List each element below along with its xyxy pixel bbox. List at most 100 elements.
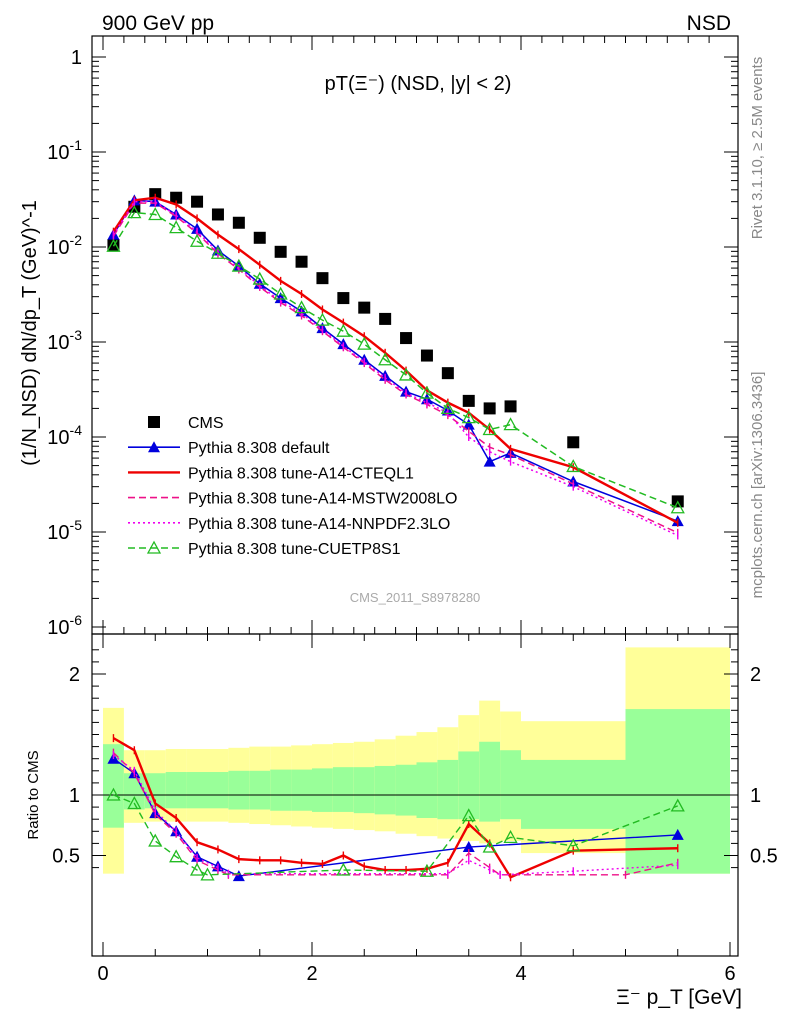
ratio-y-axis-label: Ratio to CMS	[25, 750, 42, 839]
main-series-4	[112, 197, 679, 540]
main-data-point	[420, 349, 433, 362]
main-title: pT(Ξ⁻) (NSD, |y| < 2)	[325, 73, 512, 95]
ratio-panel: Ratio to CMS 0.5 0.5 1 1 2 2 0 2 4 6 Ξ⁻ p_T [GeV]	[25, 633, 778, 1009]
legend-entry: Pythia 8.308 default	[128, 440, 330, 457]
ratio-inner-band	[103, 744, 124, 828]
ratio-data-point	[169, 849, 184, 863]
ratio-inner-band	[500, 750, 521, 820]
main-data-point	[316, 272, 329, 285]
ratio-inner-band	[291, 769, 312, 811]
main-data-point	[567, 436, 580, 449]
main-data-point	[127, 205, 142, 219]
analysis-watermark: CMS_2011_S8978280	[350, 590, 481, 605]
ratio-inner-band	[228, 770, 250, 810]
main-data-point	[462, 418, 475, 430]
ratio-data-point	[127, 796, 142, 810]
ratio-data-point	[566, 838, 581, 852]
main-data-point	[398, 367, 414, 381]
main-data-point	[294, 300, 309, 314]
ratio-inner-band	[165, 772, 187, 809]
ratio-data-point	[419, 863, 435, 877]
main-series-line	[112, 200, 679, 537]
ratio-inner-band	[416, 762, 438, 818]
ratio-y-tick-label-left: 0.5	[52, 846, 80, 868]
ratio-inner-band	[374, 765, 396, 815]
main-y-axis-label: (1/N_NSD) dN/dp_T (GeV)^-1	[19, 200, 41, 466]
main-data-point	[566, 459, 581, 473]
main-data-point	[358, 301, 371, 314]
main-data-point	[440, 401, 455, 415]
ratio-inner-band	[458, 751, 480, 820]
legend-entry: Pythia 8.308 tune-A14-NNPDF2.3LO	[128, 516, 450, 533]
main-data-point	[336, 323, 351, 337]
main-y-tick-label: 1	[71, 47, 82, 69]
ratio-inner-band	[395, 764, 417, 816]
x-tick-label: 4	[515, 963, 526, 985]
x-tick-label: 0	[97, 963, 108, 985]
main-data-point	[273, 286, 288, 300]
ratio-inner-band	[332, 767, 354, 812]
main-data-point	[210, 245, 226, 259]
ratio-data-point	[462, 841, 475, 853]
main-data-point	[189, 233, 205, 247]
main-axis-ticks: 10-6 10-5 10-4 10-3 10-2 10-1 1	[47, 36, 738, 639]
ratio-axis-ticks: 0.5 0.5 1 1 2 2 0 2 4 6	[52, 634, 778, 985]
main-y-tick-label: 10-1	[47, 137, 82, 164]
main-data-point	[483, 455, 496, 467]
legend-entry: Pythia 8.308 tune-A14-CTEQL1	[128, 465, 414, 482]
main-data-point	[461, 410, 476, 424]
ratio-inner-band	[270, 769, 292, 811]
legend-label: Pythia 8.308 tune-A14-NNPDF2.3LO	[188, 516, 450, 533]
ratio-inner-band	[353, 767, 375, 814]
ratio-series-clip	[106, 734, 685, 882]
main-series-group	[106, 188, 685, 540]
ratio-inner-band	[437, 759, 459, 820]
main-data-point	[400, 332, 413, 345]
header-left-label: 900 GeV pp	[102, 12, 214, 35]
ratio-data-point	[461, 808, 476, 822]
main-data-point	[211, 208, 224, 221]
x-tick-label: 2	[306, 963, 317, 985]
legend-entry: Pythia 8.308 tune-CUETP8S1	[128, 540, 401, 558]
main-series-line	[112, 211, 679, 509]
legend-marker-swatch	[148, 416, 160, 428]
main-series-5	[106, 205, 685, 514]
ratio-y-tick-label-left: 2	[69, 664, 80, 686]
ratio-inner-band	[479, 741, 501, 822]
ratio-y-tick-label-left: 1	[69, 785, 80, 807]
main-data-point	[379, 312, 392, 325]
main-data-point	[504, 400, 517, 413]
ratio-data-point	[148, 833, 163, 847]
main-y-tick-label: 10-4	[47, 422, 82, 449]
legend-marker-swatch	[148, 441, 160, 453]
main-data-point	[169, 220, 184, 234]
legend-label: Pythia 8.308 tune-A14-MSTW2008LO	[188, 491, 457, 508]
ratio-data-point	[232, 870, 245, 882]
main-data-point	[170, 191, 183, 204]
main-y-tick-label: 10-3	[47, 327, 82, 354]
ratio-data-point	[336, 862, 351, 876]
ratio-frame	[91, 633, 739, 957]
mcplots-side-label: mcplots.cern.ch [arXiv:1306.3436]	[749, 372, 766, 599]
main-data-point	[231, 258, 246, 272]
ratio-data-point	[200, 867, 215, 881]
main-data-point	[483, 402, 496, 415]
legend-label: CMS	[188, 415, 224, 432]
main-data-point	[315, 312, 330, 326]
main-data-point	[503, 417, 518, 431]
main-y-tick-label: 10-2	[47, 232, 82, 259]
ratio-inner-band	[249, 770, 271, 810]
ratio-data-point	[671, 828, 684, 840]
main-series-line	[112, 196, 679, 524]
ratio-data-point	[106, 787, 121, 801]
ratio-y-tick-label-right: 1	[750, 785, 761, 807]
main-series-line	[112, 199, 679, 522]
ratio-inner-band	[186, 772, 208, 809]
ratio-y-tick-label-right: 2	[750, 664, 761, 686]
main-data-point	[337, 292, 350, 305]
main-data-point	[482, 422, 497, 436]
main-data-point	[253, 231, 266, 244]
ratio-inner-band	[144, 773, 166, 809]
rivet-side-label: Rivet 3.1.10, ≥ 2.5M events	[749, 57, 766, 240]
legend-label: Pythia 8.308 tune-CUETP8S1	[188, 541, 401, 558]
